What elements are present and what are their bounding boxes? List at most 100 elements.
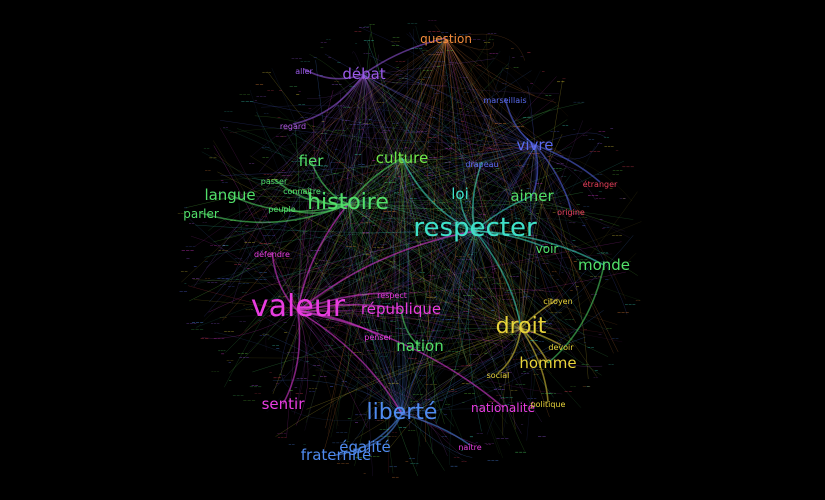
minor-word: −−−	[191, 327, 204, 333]
minor-word: −−	[541, 242, 549, 247]
minor-word: −−	[300, 115, 308, 121]
word-node: étranger	[583, 179, 618, 189]
edge-valeur-histoire	[297, 203, 349, 312]
minor-edge	[457, 231, 476, 368]
minor-word: −−	[228, 284, 236, 289]
minor-edge	[265, 311, 299, 352]
minor-edge	[213, 145, 299, 313]
minor-edge	[267, 38, 447, 187]
minor-edge	[408, 145, 536, 394]
minor-edge	[474, 231, 594, 278]
minor-edge	[444, 231, 476, 307]
minor-word: −	[329, 384, 333, 390]
minor-word: −	[602, 226, 606, 231]
minor-edge	[401, 158, 455, 169]
minor-word: −−−	[185, 244, 196, 249]
word-node: passer	[261, 177, 288, 186]
minor-word: −−	[606, 327, 612, 331]
minor-edge	[297, 127, 592, 313]
minor-edge	[441, 145, 536, 196]
minor-word: −	[406, 154, 409, 158]
minor-word: −−−	[595, 196, 606, 201]
minor-edge	[251, 177, 476, 233]
minor-word: −−	[320, 39, 327, 44]
minor-word: −	[328, 55, 332, 60]
minor-word: −−−	[310, 249, 322, 254]
minor-edge	[401, 158, 503, 459]
minor-word: −	[313, 55, 317, 61]
minor-edge	[214, 331, 403, 416]
minor-edge	[474, 231, 583, 321]
minor-word: −	[204, 259, 208, 265]
minor-edge	[297, 54, 379, 313]
minor-word: −−−	[296, 377, 307, 382]
minor-edge	[312, 38, 447, 301]
minor-word: −−	[416, 362, 424, 367]
minor-word: −−−	[224, 329, 235, 334]
minor-edge	[369, 69, 536, 147]
minor-word: −	[356, 338, 359, 342]
minor-word: −−−	[229, 131, 237, 135]
minor-word: −	[524, 231, 527, 236]
minor-edge	[428, 145, 536, 174]
minor-word: −−−	[359, 25, 370, 30]
minor-edge	[367, 232, 522, 330]
minor-edge	[363, 74, 484, 335]
minor-edge	[329, 158, 403, 269]
minor-word: −−	[564, 390, 572, 395]
minor-edge	[291, 231, 476, 298]
minor-word: −−	[334, 80, 340, 84]
minor-word: −	[221, 353, 225, 358]
minor-edge	[297, 280, 410, 313]
minor-word: −	[526, 186, 530, 192]
minor-word: −−	[445, 147, 453, 152]
minor-edge	[224, 145, 536, 239]
minor-edge	[520, 265, 537, 330]
minor-word: −−	[452, 181, 458, 185]
minor-word: −−−	[426, 299, 434, 303]
minor-word: −	[503, 374, 506, 379]
minor-word: −−	[338, 240, 344, 244]
minor-edge	[330, 158, 403, 438]
minor-edge	[454, 145, 536, 346]
minor-word: −	[359, 121, 362, 125]
minor-word: −−	[205, 168, 211, 173]
minor-word: −−	[549, 274, 555, 278]
minor-word: −−	[222, 242, 229, 247]
minor-word: −−−	[262, 332, 270, 336]
minor-word: −	[595, 369, 599, 374]
edge-vivre-aimer	[531, 144, 539, 197]
minor-word: −−	[571, 212, 579, 217]
minor-edge	[224, 204, 349, 388]
minor-edge	[363, 74, 428, 298]
minor-edge	[297, 311, 413, 399]
minor-edge	[347, 204, 392, 249]
minor-edge	[355, 38, 447, 321]
minor-edge	[406, 33, 536, 147]
minor-edge	[269, 311, 299, 318]
minor-edge	[345, 158, 403, 455]
minor-word: −−	[481, 322, 487, 327]
edge-histoire-fier	[310, 160, 349, 205]
minor-edge	[325, 38, 447, 332]
minor-word: −	[536, 212, 540, 217]
minor-edge	[271, 145, 536, 392]
minor-word: −−	[435, 50, 443, 55]
minor-word: −−−	[311, 300, 322, 305]
minor-word: −−−	[515, 451, 527, 456]
minor-word: −−−	[412, 393, 423, 398]
minor-edge	[401, 386, 504, 416]
minor-word: −−−	[617, 310, 629, 316]
minor-edge	[534, 141, 600, 160]
minor-edge	[347, 204, 455, 427]
minor-edge	[445, 38, 535, 96]
minor-word: −−	[478, 212, 487, 218]
minor-edge	[359, 118, 536, 147]
minor-word: −−−	[219, 316, 227, 320]
minor-edge	[436, 162, 522, 330]
minor-edge	[419, 151, 522, 330]
minor-word: −−−	[604, 143, 614, 148]
minor-edge	[520, 120, 584, 330]
minor-word: −	[312, 373, 316, 378]
minor-edge	[297, 288, 559, 313]
